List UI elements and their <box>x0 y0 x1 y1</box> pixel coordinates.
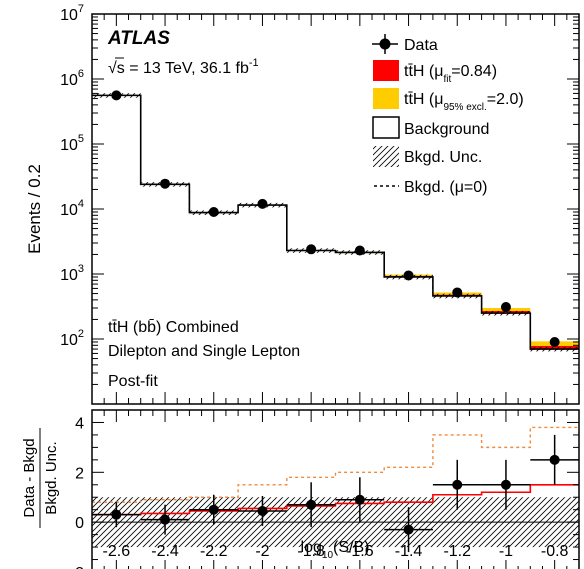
data-point <box>452 287 463 298</box>
y-tick-label: 106 <box>60 68 84 89</box>
x-tick-label: -1.2 <box>443 543 471 560</box>
ratio-data-point <box>500 479 511 490</box>
data-point <box>354 245 365 256</box>
legend-fit-label: tt̄H (μfit=0.84) <box>404 63 497 85</box>
channel-label-line1: tt̄H (bb̄) Combined <box>108 319 239 336</box>
legend-excl-label: tt̄H (μ95% excl.=2.0) <box>404 91 524 113</box>
ratio-data-point <box>111 509 122 520</box>
legend-fit-swatch <box>373 60 399 81</box>
ratio-data-point <box>160 514 171 525</box>
ratio-y-axis: -2 0 2 4 <box>70 409 579 569</box>
main-plot-area <box>92 90 579 404</box>
legend-data-marker <box>372 34 398 54</box>
ratio-y-axis-label: Data - Bkgd Bkgd. Unc. <box>21 428 60 528</box>
legend-background-swatch <box>372 116 400 139</box>
main-x-ticks <box>91 14 580 404</box>
y-tick-label: 103 <box>60 263 84 284</box>
data-point <box>306 244 317 255</box>
y-tick-label: 104 <box>60 198 84 219</box>
ratio-data-point <box>208 504 219 515</box>
data-point <box>403 270 414 281</box>
ratio-x-axis: -2.6 -2.4 -2.2 -2 -1.8 -1.6 -1.4 -1.2 -1 -0.8 <box>91 410 580 569</box>
x-tick-label: -1.6 <box>346 543 374 560</box>
atlas-label: ATLAS <box>107 28 170 49</box>
ratio-data-point <box>403 524 414 535</box>
ratio-y-tick-label: 2 <box>75 465 84 482</box>
bkg-mu0-line <box>92 94 579 350</box>
data-point <box>208 206 219 217</box>
x-tick-label: -2.6 <box>103 543 131 560</box>
ratio-data-point <box>452 479 463 490</box>
y-tick-label: 107 <box>60 3 84 24</box>
legend-excl-swatch <box>373 88 399 109</box>
x-axis-label: log10(S/B) <box>301 539 370 561</box>
ratio-data-point <box>354 494 365 505</box>
data-point <box>257 198 268 209</box>
data-point <box>549 336 560 347</box>
ratio-panel: -2 0 2 4 -2.6 -2.4 -2.2 -2 -1.8 -1.6 -1.4 -1.2 -1 -0… <box>21 409 580 569</box>
x-tick-label: -0.8 <box>541 543 569 560</box>
legend-unc-swatch <box>373 146 399 167</box>
ratio-data-point <box>306 499 317 510</box>
x-tick-label: -2.2 <box>200 543 228 560</box>
channel-label-line2: Dilepton and Single Lepton <box>108 343 300 360</box>
background-fill <box>92 95 579 404</box>
legend-mu0-label: Bkgd. (μ=0) <box>404 179 487 196</box>
ratio-y-tick-label: 0 <box>75 515 84 532</box>
x-tick-label: -2 <box>255 543 269 560</box>
data-point <box>160 178 171 189</box>
ratio-mu0-line <box>92 426 579 503</box>
ratio-data-point <box>257 505 268 516</box>
x-tick-label: -1 <box>499 543 513 560</box>
data-point <box>500 302 511 313</box>
ratio-ylabel-line1: Data - Bkgd <box>21 438 38 517</box>
y-tick-label: 105 <box>60 133 84 154</box>
postfit-label: Post-fit <box>108 373 158 390</box>
ratio-ylabel-line2: Bkgd. Unc. <box>43 441 60 514</box>
legend-background-label: Background <box>404 121 489 138</box>
ratio-y-tick-label: 4 <box>75 415 84 432</box>
x-tick-label: -1.4 <box>395 543 423 560</box>
legend: Data tt̄H (μfit=0.84) tt̄H (μ95% excl.=2… <box>372 34 524 196</box>
main-y-axis-label: Events / 0.2 <box>25 164 44 254</box>
x-tick-label: -1.8 <box>297 543 325 560</box>
x-tick-label: -2.4 <box>151 543 179 560</box>
main-y-axis: 102 103 104 105 106 107 <box>60 3 579 405</box>
legend-data-label: Data <box>404 37 438 54</box>
legend-unc-label: Bkgd. Unc. <box>404 149 482 166</box>
ratio-data-point <box>549 454 560 465</box>
ratio-plot-area <box>92 426 579 553</box>
energy-lumi-label: √s = 13 TeV, 36.1 fb-1 <box>108 57 259 77</box>
ratio-y-tick-label: -2 <box>70 565 84 569</box>
y-tick-label: 102 <box>60 328 84 349</box>
data-point <box>111 90 122 101</box>
main-panel: 102 103 104 105 106 107 Events / 0.2 ATLAS √s… <box>25 3 580 405</box>
